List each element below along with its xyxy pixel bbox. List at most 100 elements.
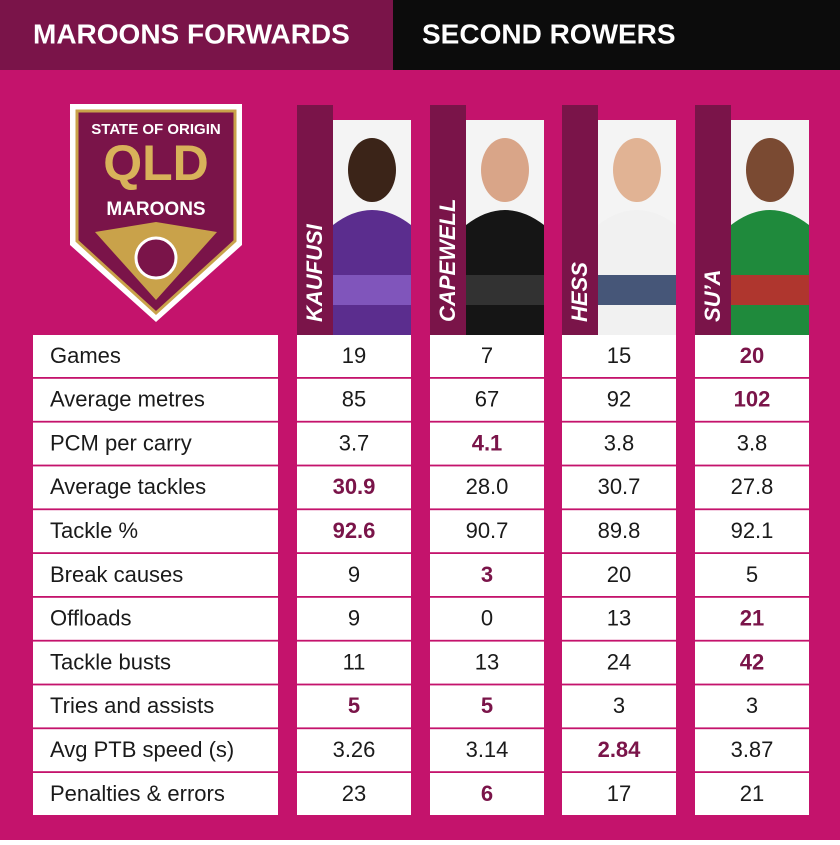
value: 7: [481, 343, 493, 368]
value: 102: [734, 387, 771, 412]
value-cell: [695, 335, 809, 377]
player-jersey: [466, 210, 544, 335]
value-cell: [430, 510, 544, 553]
logo-shield: [75, 109, 237, 316]
header-right: SECOND ROWERS: [422, 18, 676, 49]
value: 2.84: [598, 737, 642, 762]
value-cell: [430, 466, 544, 509]
player-name-banner: [297, 105, 333, 335]
value: 3: [613, 693, 625, 718]
value-cell: [695, 773, 809, 815]
row-label: Tries and assists: [50, 693, 214, 718]
value: 90.7: [466, 518, 509, 543]
header-left: MAROONS FORWARDS: [33, 18, 350, 49]
value: 6: [481, 781, 493, 806]
row-label-cell: [33, 510, 278, 553]
value-cell: [695, 554, 809, 596]
row-label-cell: [33, 685, 278, 728]
logo-top: STATE OF ORIGIN: [91, 121, 220, 138]
player-name-banner: [562, 105, 598, 335]
value: 92.6: [333, 518, 376, 543]
value-cell: [562, 378, 676, 421]
player-jersey: [598, 210, 676, 335]
player-jersey: [333, 210, 411, 335]
player-name: KAUFUSI: [302, 223, 327, 322]
row-label-cell: [33, 335, 278, 377]
value-cell: [562, 773, 676, 815]
value-cell: [297, 641, 411, 684]
value: 3: [746, 693, 758, 718]
value: 17: [607, 781, 631, 806]
value: 15: [607, 343, 631, 368]
value-cell: [695, 466, 809, 509]
value-cell: [297, 335, 411, 377]
value: 3.87: [731, 737, 774, 762]
value: 27.8: [731, 474, 774, 499]
value-cell: [695, 641, 809, 684]
value: 21: [740, 606, 764, 631]
value-cell: [297, 378, 411, 421]
value-cell: [562, 510, 676, 553]
row-label: Avg PTB speed (s): [50, 737, 234, 762]
value-cell: [297, 729, 411, 772]
value: 11: [343, 649, 366, 674]
value: 19: [342, 343, 366, 368]
value: 23: [342, 781, 366, 806]
logo-emblem: [134, 236, 178, 280]
value: 3.8: [737, 430, 768, 455]
value-cell: [430, 685, 544, 728]
value: 92.1: [731, 518, 774, 543]
value: 30.9: [333, 474, 376, 499]
value: 89.8: [598, 518, 641, 543]
player-head: [348, 138, 396, 202]
row-label-cell: [33, 597, 278, 640]
value: 21: [740, 781, 764, 806]
value-cell: [430, 554, 544, 596]
player-jersey: [731, 210, 809, 335]
row-label: Offloads: [50, 606, 132, 631]
value: 67: [475, 387, 499, 412]
row-label: Average tackles: [50, 474, 206, 499]
value-cell: [430, 422, 544, 465]
value: 5: [746, 562, 758, 587]
player-head: [613, 138, 661, 202]
row-label-cell: [33, 729, 278, 772]
value: 42: [740, 649, 764, 674]
player-head: [481, 138, 529, 202]
player-name: CAPEWELL: [435, 199, 460, 322]
value: 9: [348, 562, 360, 587]
player-name: SU’A: [700, 269, 725, 322]
value-cell: [695, 378, 809, 421]
value: 3.14: [466, 737, 509, 762]
value: 9: [348, 606, 360, 631]
value: 13: [607, 606, 631, 631]
value-cell: [562, 597, 676, 640]
player-jersey-band: [333, 275, 411, 305]
row-label-cell: [33, 554, 278, 596]
value: 20: [607, 562, 631, 587]
value-cell: [297, 422, 411, 465]
player-head: [746, 138, 794, 202]
value: 85: [342, 387, 366, 412]
row-label: Average metres: [50, 387, 205, 412]
value: 92: [607, 387, 631, 412]
row-label-cell: [33, 466, 278, 509]
value-cell: [562, 466, 676, 509]
value-cell: [562, 422, 676, 465]
value-cell: [562, 641, 676, 684]
value-cell: [297, 510, 411, 553]
value: 28.0: [466, 474, 509, 499]
value-cell: [695, 510, 809, 553]
value-cell: [562, 685, 676, 728]
stats-table: Games 19 7 15 20 Average metres 85 67 92 102 PCM p…: [33, 335, 809, 815]
value: 4.1: [472, 430, 503, 455]
value: 20: [740, 343, 764, 368]
player-name-banner: [695, 105, 731, 335]
player-name: HESS: [567, 262, 592, 322]
player-name-banner: [430, 105, 466, 335]
value-cell: [430, 335, 544, 377]
row-label: Penalties & errors: [50, 781, 225, 806]
value: 3.7: [339, 430, 370, 455]
players: KAUFUSI CAPEWELL HESS SU’A: [297, 105, 809, 335]
